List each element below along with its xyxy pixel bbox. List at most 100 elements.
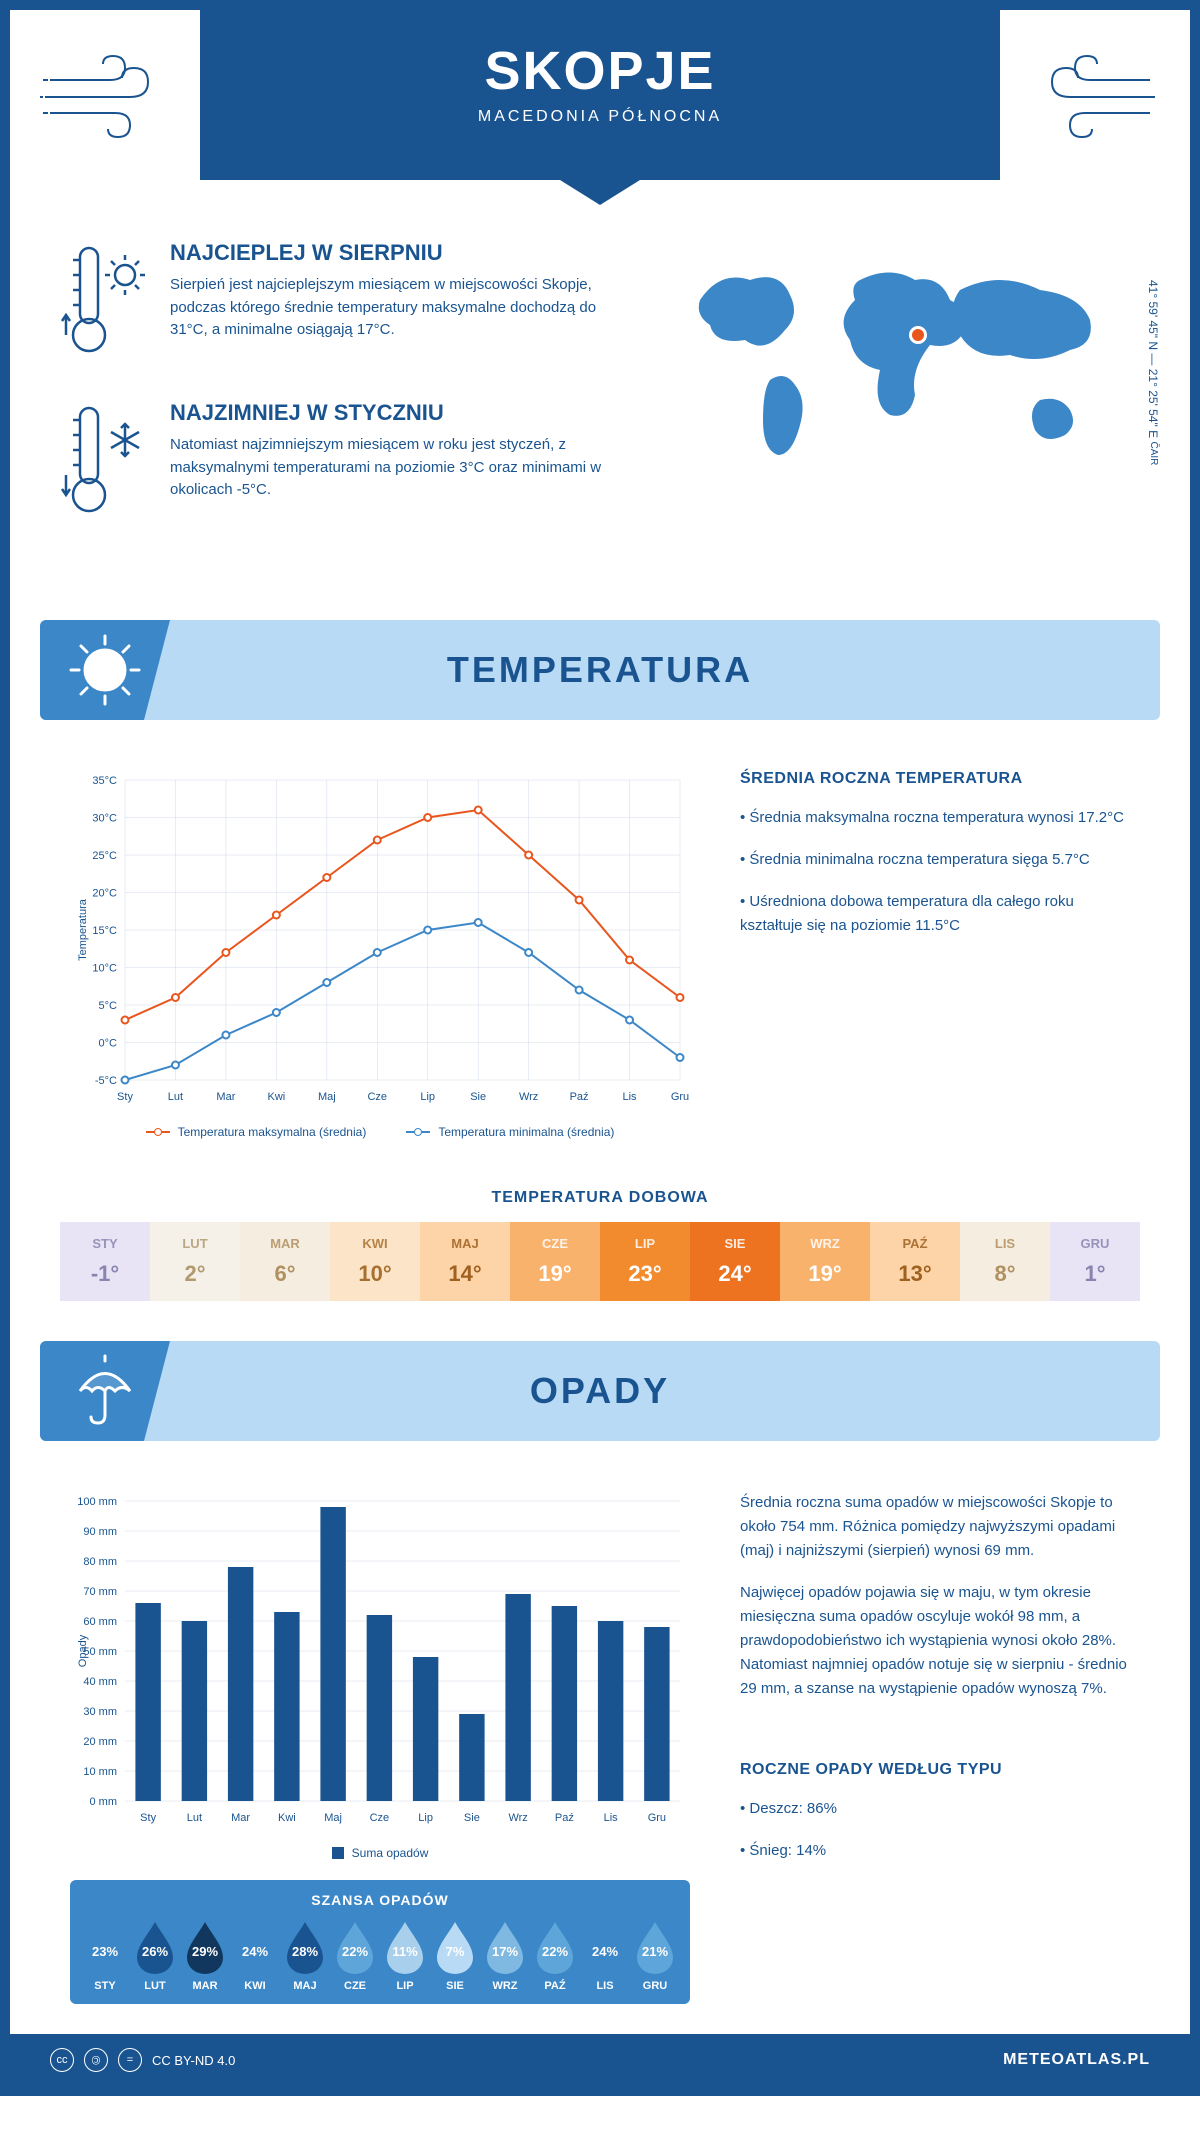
precip-type-rain: • Deszcz: 86% [740,1797,1130,1821]
svg-text:Maj: Maj [324,1812,342,1824]
legend-max-label: Temperatura maksymalna (średnia) [178,1125,367,1139]
svg-text:10 mm: 10 mm [83,1766,117,1778]
temperature-side-text: ŚREDNIA ROCZNA TEMPERATURA • Średnia mak… [740,770,1130,1139]
sun-icon [40,620,170,720]
precip-chart: 0 mm10 mm20 mm30 mm40 mm50 mm60 mm70 mm8… [70,1491,690,2004]
chance-drops: 23%STY26%LUT29%MAR24%KWI28%MAJ22%CZE11%L… [70,1918,690,1992]
svg-text:15°C: 15°C [92,925,117,937]
chance-drop: 21%GRU [633,1918,677,1992]
temp-cell: SIE24° [690,1222,780,1301]
chance-box: SZANSA OPADÓW 23%STY26%LUT29%MAR24%KWI28… [70,1880,690,2004]
svg-text:30°C: 30°C [92,813,117,825]
svg-text:Lip: Lip [418,1812,433,1824]
svg-text:0°C: 0°C [99,1038,118,1050]
precip-side-text: Średnia roczna suma opadów w miejscowośc… [740,1491,1130,2004]
nd-icon: = [118,2048,142,2072]
header-title-block: SKOPJE MACEDONIA PÓŁNOCNA [200,10,1000,180]
coordinates: 41° 59' 45" N — 21° 25' 54" E ČAIR [1146,280,1160,465]
chance-drop: 22%CZE [333,1918,377,1992]
svg-text:Lis: Lis [623,1091,638,1103]
legend-min-label: Temperatura minimalna (średnia) [438,1125,614,1139]
fact-hot-body: Sierpień jest najcieplejszym miesiącem w… [170,274,620,342]
svg-text:Paź: Paź [570,1091,589,1103]
chance-drop: 23%STY [83,1918,127,1992]
svg-text:Kwi: Kwi [278,1812,296,1824]
svg-text:Sie: Sie [464,1812,480,1824]
precip-side-p2: Najwięcej opadów pojawia się w maju, w t… [740,1581,1130,1701]
svg-text:5°C: 5°C [99,1000,118,1012]
svg-text:Paź: Paź [555,1812,574,1824]
header: SKOPJE MACEDONIA PÓŁNOCNA [10,10,1190,180]
fact-cold-title: NAJZIMNIEJ W STYCZNIU [170,400,620,426]
temp-cell: PAŹ13° [870,1222,960,1301]
footer-site: METEOATLAS.PL [1003,2051,1150,2069]
footer: cc 🄯 = CC BY-ND 4.0 METEOATLAS.PL [10,2034,1190,2086]
temperature-banner: TEMPERATURA [40,620,1160,720]
svg-text:30 mm: 30 mm [83,1706,117,1718]
fact-cold-body: Natomiast najzimniejszym miesiącem w rok… [170,434,620,502]
world-map-icon [660,240,1140,480]
chance-title: SZANSA OPADÓW [70,1892,690,1908]
svg-text:Sty: Sty [140,1812,156,1824]
svg-text:Sie: Sie [470,1091,486,1103]
country-name: MACEDONIA PÓŁNOCNA [200,108,1000,126]
fact-hottest: NAJCIEPLEJ W SIERPNIU Sierpień jest najc… [60,240,620,365]
svg-text:80 mm: 80 mm [83,1556,117,1568]
page: SKOPJE MACEDONIA PÓŁNOCNA [0,0,1200,2096]
license-text: CC BY-ND 4.0 [152,2053,235,2068]
svg-text:Cze: Cze [367,1091,387,1103]
svg-text:Sty: Sty [117,1091,133,1103]
temp-cell: WRZ19° [780,1222,870,1301]
city-name: SKOPJE [200,40,1000,102]
precip-bar-chart: 0 mm10 mm20 mm30 mm40 mm50 mm60 mm70 mm8… [70,1491,690,1831]
thermometer-hot-icon [60,240,150,365]
wind-icon [1030,45,1160,145]
svg-text:Gru: Gru [648,1812,666,1824]
header-deco-left [10,10,200,180]
chance-drop: 11%LIP [383,1918,427,1992]
svg-text:70 mm: 70 mm [83,1586,117,1598]
map-column: 41° 59' 45" N — 21° 25' 54" E ČAIR [660,240,1140,560]
temp-line-chart: -5°C0°C5°C10°C15°C20°C25°C30°C35°CStyLut… [70,770,690,1110]
svg-text:Wrz: Wrz [519,1091,538,1103]
svg-text:-5°C: -5°C [95,1075,117,1087]
temp-side-p3: • Uśredniona dobowa temperatura dla całe… [740,890,1130,938]
legend-sum-label: Suma opadów [352,1846,429,1860]
svg-text:Lut: Lut [168,1091,183,1103]
facts-column: NAJCIEPLEJ W SIERPNIU Sierpień jest najc… [60,240,620,560]
precip-type-snow: • Śnieg: 14% [740,1839,1130,1863]
precip-type-heading: ROCZNE OPADY WEDŁUG TYPU [740,1761,1130,1779]
temp-side-p1: • Średnia maksymalna roczna temperatura … [740,806,1130,830]
chance-drop: 7%SIE [433,1918,477,1992]
daily-temp-title: TEMPERATURA DOBOWA [10,1189,1190,1207]
legend-min: Temperatura minimalna (średnia) [406,1125,614,1139]
svg-text:Kwi: Kwi [267,1091,285,1103]
chance-drop: 26%LUT [133,1918,177,1992]
chance-drop: 24%LIS [583,1918,627,1992]
svg-text:Lut: Lut [187,1812,202,1824]
umbrella-icon [40,1341,170,1441]
temp-side-heading: ŚREDNIA ROCZNA TEMPERATURA [740,770,1130,788]
thermometer-cold-icon [60,400,150,525]
header-deco-right [1000,10,1190,180]
svg-text:60 mm: 60 mm [83,1616,117,1628]
svg-text:Gru: Gru [671,1091,689,1103]
chance-drop: 29%MAR [183,1918,227,1992]
footer-license: cc 🄯 = CC BY-ND 4.0 [50,2048,235,2072]
svg-text:0 mm: 0 mm [90,1796,118,1808]
temp-cell: MAR6° [240,1222,330,1301]
temperature-chart-row: -5°C0°C5°C10°C15°C20°C25°C30°C35°CStyLut… [10,740,1190,1169]
chance-drop: 24%KWI [233,1918,277,1992]
legend-max: Temperatura maksymalna (średnia) [146,1125,367,1139]
svg-text:100 mm: 100 mm [77,1496,117,1508]
temp-cell: MAJ14° [420,1222,510,1301]
svg-text:Temperatura: Temperatura [77,898,89,961]
coords-main: 41° 59' 45" N — 21° 25' 54" E [1146,280,1160,438]
temp-cell: LIS8° [960,1222,1050,1301]
chance-drop: 28%MAJ [283,1918,327,1992]
temp-cell: STY-1° [60,1222,150,1301]
temp-cell: KWI10° [330,1222,420,1301]
temp-cell: GRU1° [1050,1222,1140,1301]
temp-cell: CZE19° [510,1222,600,1301]
chance-drop: 22%PAŹ [533,1918,577,1992]
